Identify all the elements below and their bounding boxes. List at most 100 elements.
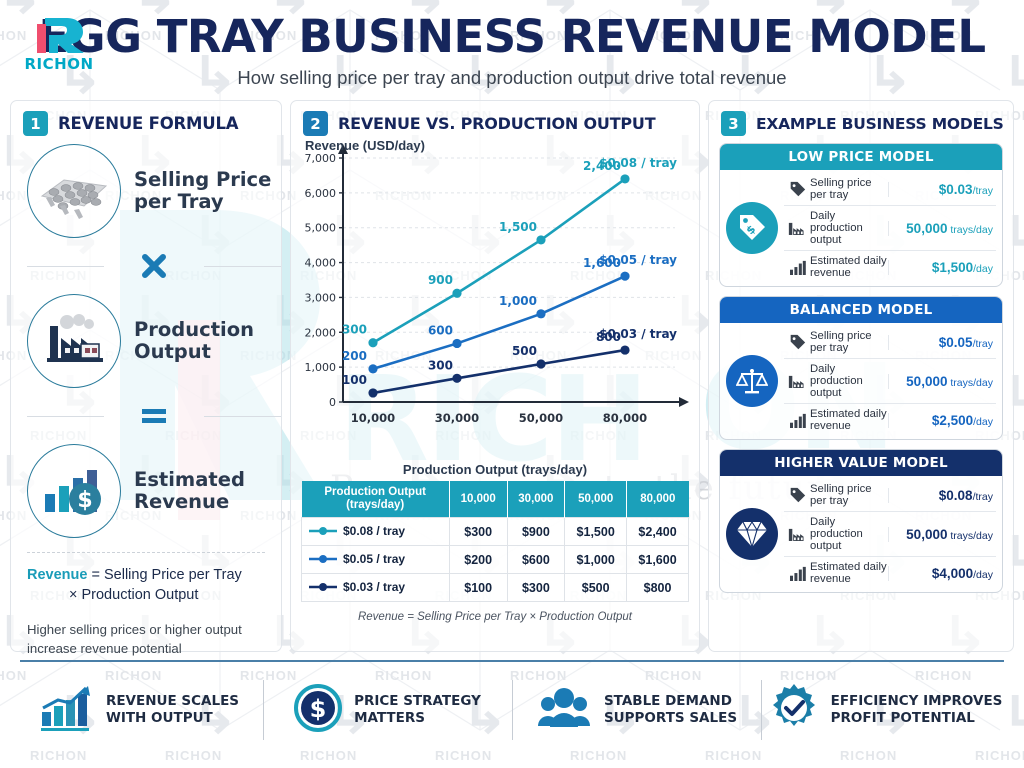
- watermark-tile: RICHON: [105, 28, 163, 43]
- model-card-body: Selling price per tray $0.08/tray Daily pr…: [720, 476, 1002, 592]
- chart-data-point[interactable]: [620, 271, 630, 281]
- panel-revenue-formula: 1 REVENUE FORMULA: [10, 100, 282, 656]
- watermark-tile: RICHON: [300, 748, 358, 763]
- table-cell: $1,500: [564, 517, 628, 547]
- tag-icon: [784, 487, 810, 504]
- table-series-cell: $0.03 / tray: [301, 573, 450, 602]
- chart-data-point[interactable]: [368, 338, 378, 348]
- main-content: 1 REVENUE FORMULA: [0, 100, 1024, 656]
- footer-item-text: PRICE STRATEGY MATTERS: [354, 693, 481, 726]
- watermark-tile: RICHON: [915, 28, 973, 43]
- chart-data-point[interactable]: [368, 388, 378, 398]
- chart-y-tick-label: 6,000: [305, 187, 337, 200]
- watermark-tile: RICHON: [705, 748, 763, 763]
- watermark-r-glyph: ↳: [266, 0, 314, 26]
- chart-series-end-label: $0.03 / tray: [599, 327, 677, 341]
- chart-data-point[interactable]: [536, 309, 546, 319]
- bar-chart-icon: [784, 413, 810, 428]
- formula-label-estimated-revenue: Estimated Revenue: [134, 467, 245, 513]
- model-card-row: Selling price per tray $0.08/tray: [784, 479, 996, 512]
- watermark-r-glyph: ↳: [131, 0, 179, 26]
- panel-right-title: EXAMPLE BUSINESS MODELS: [756, 114, 1004, 133]
- chart-data-point[interactable]: [452, 338, 462, 349]
- watermark-r-glyph: ↳: [595, 46, 644, 106]
- chart-data-point[interactable]: [536, 235, 546, 245]
- chart-point-label: 2,400: [583, 159, 621, 173]
- chart-svg: 0 1,000 2,000 3,000 4,000 5,000 6,000 7,000 10,0…: [305, 144, 689, 425]
- chart-series-line: [372, 177, 626, 344]
- watermark-tile: RICHON: [0, 668, 28, 683]
- chart-y-tick-label: 4,000: [305, 257, 337, 270]
- watermark-r-glyph: ↳: [460, 686, 509, 746]
- watermark-tile: RICHON: [510, 668, 568, 683]
- chart-data-point[interactable]: [536, 359, 546, 369]
- model-card-row-value: 50,000 trays/day: [888, 373, 996, 389]
- watermark-tile: RICHON: [780, 668, 838, 683]
- model-card-row: Daily production output 50,000 trays/day: [784, 512, 996, 557]
- chart-point-label: 1,600: [583, 256, 621, 270]
- dollar-coin-icon: $: [294, 683, 343, 737]
- model-card-row-value: $2,500/day: [888, 412, 996, 428]
- model-card-row-value: 50,000 trays/day: [888, 220, 996, 236]
- watermark-tile: RICHON: [780, 28, 838, 43]
- factory-icon: [784, 221, 810, 236]
- watermark-r-glyph: ↳: [1001, 46, 1024, 106]
- divider-line: [204, 415, 281, 417]
- chart-series-line: [372, 348, 626, 395]
- divider-line: [27, 265, 104, 267]
- watermark-tile: RICHON: [975, 748, 1024, 763]
- divider-line: [27, 415, 104, 417]
- formula-note: Higher selling prices or higher output i…: [27, 621, 242, 656]
- watermark-r-glyph: ↳: [0, 0, 44, 26]
- model-card-row-value: $0.03/tray: [888, 181, 996, 197]
- chart-series-line: [372, 274, 626, 371]
- formula-item-estimated-revenue: $ Estimated Revenue: [11, 436, 281, 546]
- model-card-row-label: Estimated daily revenue: [810, 561, 887, 585]
- factory-icon: [27, 294, 121, 388]
- table-cell: $200: [448, 545, 508, 575]
- formula-expression-line2: × Production Output: [69, 587, 199, 604]
- watermark-r-glyph: ↳: [190, 686, 239, 746]
- watermark-tile: RICHON: [30, 748, 88, 763]
- table-cell: $1,000: [564, 545, 628, 575]
- model-card: LOW PRICE MODEL $ Selling price per tray $0…: [719, 143, 1003, 287]
- table-row: $0.03 / tray $100 $300 $500 $800: [301, 573, 689, 602]
- page-subtitle: How selling price per tray and productio…: [237, 67, 787, 88]
- watermark-tile: RICHON: [435, 748, 493, 763]
- model-card-row: Daily production output 50,000 trays/day: [784, 359, 996, 404]
- line-chart: Revenue (USD/day) 0 1,000 2,000 3,000 4,000 5…: [291, 138, 699, 477]
- model-card-rows: Selling price per tray $0.08/tray Daily pr…: [784, 479, 996, 589]
- divider-dashed: [27, 552, 265, 553]
- watermark-tile: RICHON: [240, 28, 298, 43]
- operator-multiply-row: [11, 246, 281, 286]
- model-card-row: Estimated daily revenue $2,500/day: [784, 404, 996, 436]
- chart-data-point[interactable]: [452, 288, 462, 298]
- equals-icon: [104, 404, 204, 428]
- watermark-r-glyph: ↳: [1001, 686, 1024, 746]
- chart-y-tick-label: 1,000: [305, 361, 337, 374]
- chart-series-end-label: $0.08 / tray: [599, 156, 677, 170]
- chart-data-point[interactable]: [368, 364, 378, 374]
- watermark-r-glyph: ↳: [595, 686, 644, 746]
- panel-right-header: 3 EXAMPLE BUSINESS MODELS: [709, 101, 1013, 136]
- multiply-icon: [104, 251, 204, 281]
- diamond-icon: [726, 508, 778, 560]
- chart-data-point[interactable]: [620, 174, 630, 184]
- tag-icon: [784, 181, 810, 198]
- watermark-tile: RICHON: [375, 668, 433, 683]
- model-card-row-label: Daily production output: [810, 210, 863, 246]
- footer-divider: [20, 660, 1004, 662]
- watermark-tile: RICHON: [0, 28, 28, 43]
- chart-y-axis-title: Revenue (USD/day): [305, 138, 425, 153]
- chart-data-point[interactable]: [452, 373, 462, 383]
- model-card-row-label: Estimated daily revenue: [810, 408, 887, 432]
- table-header-cell: 50,000: [564, 481, 628, 518]
- step-badge-3: 3: [721, 111, 746, 136]
- model-card-row: Selling price per tray $0.05/tray: [784, 326, 996, 359]
- watermark-r-glyph: ↳: [190, 46, 239, 106]
- chart-y-tick-label: 3,000: [305, 291, 337, 304]
- chart-point-label: 1,000: [499, 294, 537, 308]
- watermark-tile: RICHON: [105, 668, 163, 683]
- formula-equals: =: [91, 567, 100, 583]
- chart-data-point[interactable]: [620, 345, 630, 355]
